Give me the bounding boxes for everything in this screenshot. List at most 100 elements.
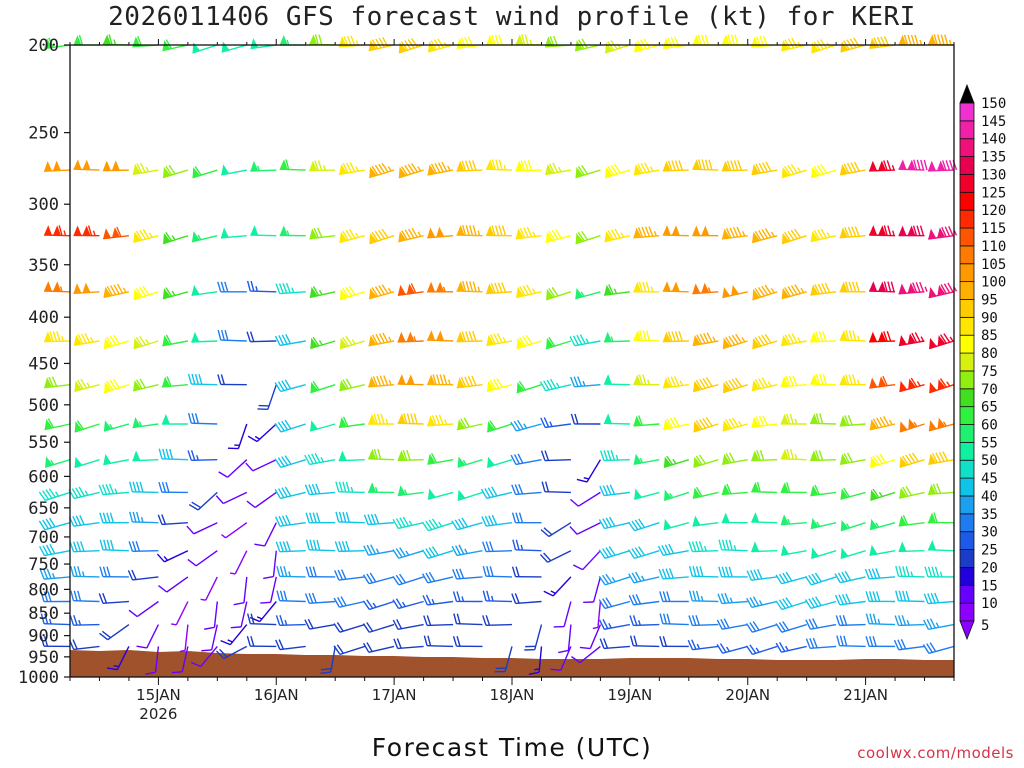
barb-feather — [102, 566, 108, 577]
wind-barb — [44, 418, 71, 431]
wind-barb — [746, 569, 778, 581]
barb-feather — [552, 162, 559, 173]
colorbar-label: 35 — [981, 507, 998, 523]
barb-feather — [882, 375, 888, 387]
wind-barb — [68, 486, 100, 500]
barb-feather — [435, 414, 441, 426]
colorbar-segment — [959, 459, 975, 479]
terrain-area — [70, 650, 954, 677]
barb-shaft — [839, 423, 866, 427]
barb-half-feather — [703, 545, 707, 552]
barb-shaft — [869, 169, 896, 172]
barb-feather — [395, 548, 403, 558]
barb-pennant — [74, 421, 83, 432]
barb-half-feather — [403, 489, 408, 495]
barb-feather — [305, 566, 310, 577]
barb-feather — [920, 159, 925, 171]
barb-feather — [699, 333, 706, 344]
colorbar-segment — [959, 584, 975, 604]
barb-feather — [142, 229, 150, 239]
barb-pennant — [221, 164, 230, 175]
barb-feather — [496, 333, 503, 344]
barb-feather — [937, 34, 942, 45]
barb-feather — [380, 413, 385, 425]
barb-shaft — [547, 550, 572, 563]
barb-shaft — [582, 550, 601, 571]
wind-barb — [869, 331, 896, 343]
wind-barb — [40, 591, 71, 603]
colorbar-segment — [959, 567, 975, 586]
wind-barb — [133, 335, 159, 350]
barb-feather — [145, 671, 156, 675]
x-tick-label: 18JAN — [490, 686, 535, 704]
barb-feather — [345, 540, 350, 552]
barb-feather — [136, 163, 143, 174]
chart-title: 2026011406 GFS forecast wind profile (kt… — [108, 2, 916, 32]
barb-pennant — [780, 448, 789, 460]
barb-feather — [543, 417, 550, 428]
wind-barb — [456, 36, 483, 50]
barb-feather — [640, 39, 647, 49]
barb-feather — [528, 671, 540, 676]
barb-shaft — [330, 646, 336, 673]
barb-shaft — [338, 169, 365, 176]
wind-barb — [333, 596, 365, 608]
barb-feather — [314, 160, 319, 171]
barb-shaft — [692, 522, 719, 527]
barb-half-feather — [935, 622, 940, 628]
barb-feather — [725, 453, 732, 464]
barb-feather — [428, 547, 436, 557]
barb-feather — [927, 566, 933, 578]
barb-shaft — [250, 290, 277, 293]
barb-pennant — [731, 284, 739, 296]
barb-feather — [637, 227, 644, 238]
barb-shaft — [781, 169, 807, 179]
barb-feather — [492, 378, 500, 389]
wind-barb — [780, 544, 807, 556]
barb-half-feather — [447, 379, 451, 385]
barb-feather — [366, 622, 374, 632]
barb-feather — [659, 636, 664, 647]
barb-feather — [945, 160, 951, 171]
barb-pennant — [104, 381, 112, 393]
barb-pennant — [44, 418, 53, 430]
barb-feather — [283, 590, 288, 602]
barb-pennant — [663, 456, 672, 468]
wind-barb — [98, 593, 129, 604]
colorbar-segment — [959, 138, 975, 157]
wind-barb — [427, 161, 454, 176]
barb-feather — [692, 566, 697, 577]
barb-pennant — [397, 413, 406, 424]
barb-feather — [102, 512, 108, 523]
barb-feather — [775, 600, 783, 610]
barb-pennant — [279, 159, 288, 170]
barb-pennant — [899, 456, 908, 468]
barb-shaft — [545, 423, 571, 429]
barb-half-feather — [529, 39, 533, 45]
barb-pennant — [132, 36, 141, 47]
barb-feather — [277, 381, 285, 391]
barb-feather — [314, 452, 321, 463]
barb-feather — [491, 34, 496, 46]
barb-feather — [377, 448, 382, 460]
barb-shaft — [592, 576, 602, 603]
barb-feather — [813, 41, 821, 51]
barb-feather — [731, 378, 739, 389]
barb-half-feather — [256, 165, 260, 171]
wind-barb — [865, 636, 896, 648]
barb-half-feather — [462, 459, 467, 466]
barb-feather — [407, 39, 415, 49]
barb-feather — [135, 337, 143, 347]
barb-feather — [844, 415, 850, 426]
barb-shaft — [840, 550, 866, 559]
barb-half-feather — [138, 421, 143, 427]
barb-feather — [158, 481, 163, 493]
barb-feather — [786, 482, 791, 493]
barb-shaft — [486, 522, 513, 527]
barb-pennant — [908, 378, 916, 390]
barb-feather — [815, 331, 820, 342]
colorbar-label: 10 — [981, 596, 998, 612]
barb-feather — [804, 599, 812, 609]
barb-shaft — [397, 645, 424, 650]
barb-feather — [285, 333, 292, 344]
